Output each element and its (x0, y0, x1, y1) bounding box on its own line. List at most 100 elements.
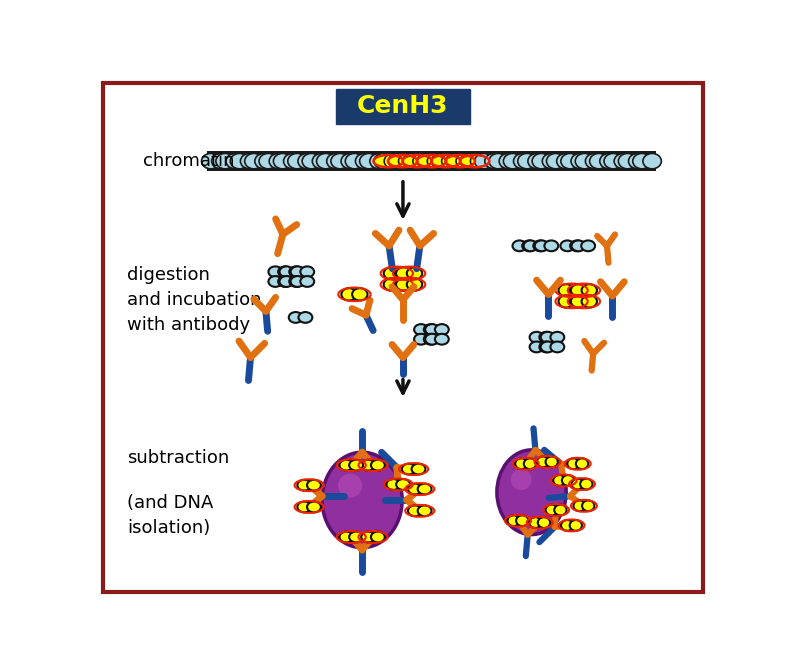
Ellipse shape (542, 153, 561, 169)
Ellipse shape (504, 153, 522, 169)
Ellipse shape (408, 505, 422, 516)
Ellipse shape (396, 278, 412, 290)
Ellipse shape (604, 153, 623, 169)
Ellipse shape (361, 532, 375, 543)
Ellipse shape (541, 332, 555, 343)
Ellipse shape (288, 153, 306, 169)
Ellipse shape (418, 505, 431, 516)
Ellipse shape (307, 502, 321, 512)
Ellipse shape (371, 532, 385, 543)
Ellipse shape (512, 240, 527, 252)
Ellipse shape (550, 332, 564, 343)
Text: (and DNA
isolation): (and DNA isolation) (127, 494, 213, 537)
Ellipse shape (554, 504, 567, 515)
Ellipse shape (226, 153, 245, 169)
Ellipse shape (499, 153, 518, 169)
Ellipse shape (245, 153, 263, 169)
Ellipse shape (530, 342, 544, 353)
Ellipse shape (384, 267, 399, 280)
Ellipse shape (508, 515, 520, 526)
Ellipse shape (370, 153, 388, 169)
Ellipse shape (297, 480, 311, 490)
Ellipse shape (424, 324, 438, 335)
Ellipse shape (537, 456, 549, 467)
Ellipse shape (342, 288, 357, 300)
Ellipse shape (407, 267, 422, 280)
Ellipse shape (371, 460, 385, 470)
Ellipse shape (545, 240, 558, 252)
Ellipse shape (339, 460, 353, 470)
Ellipse shape (569, 295, 585, 308)
Ellipse shape (297, 502, 311, 512)
Ellipse shape (327, 153, 345, 169)
Ellipse shape (418, 484, 431, 494)
Ellipse shape (515, 458, 527, 469)
Ellipse shape (567, 458, 579, 469)
Ellipse shape (278, 266, 292, 277)
Ellipse shape (361, 460, 375, 470)
Ellipse shape (516, 515, 528, 526)
Ellipse shape (489, 153, 508, 169)
Ellipse shape (279, 276, 294, 287)
Ellipse shape (374, 153, 393, 169)
Ellipse shape (302, 153, 320, 169)
Ellipse shape (570, 240, 584, 252)
Ellipse shape (352, 288, 368, 300)
Ellipse shape (541, 342, 555, 353)
Ellipse shape (586, 153, 604, 169)
Ellipse shape (629, 153, 647, 169)
Ellipse shape (589, 153, 608, 169)
Ellipse shape (360, 153, 378, 169)
Ellipse shape (532, 153, 551, 169)
Text: digestion
and incubation
with antibody: digestion and incubation with antibody (127, 266, 262, 334)
Ellipse shape (425, 334, 439, 345)
Ellipse shape (559, 295, 574, 308)
Ellipse shape (216, 153, 235, 169)
Ellipse shape (575, 153, 593, 169)
Ellipse shape (571, 153, 589, 169)
Ellipse shape (471, 153, 489, 169)
Ellipse shape (283, 153, 302, 169)
Ellipse shape (475, 153, 493, 169)
Ellipse shape (435, 324, 449, 335)
Ellipse shape (396, 267, 412, 280)
Ellipse shape (388, 153, 407, 169)
Ellipse shape (582, 284, 597, 296)
Ellipse shape (574, 500, 586, 511)
Ellipse shape (279, 266, 294, 277)
FancyBboxPatch shape (207, 151, 656, 171)
Ellipse shape (571, 479, 584, 490)
Ellipse shape (290, 266, 303, 277)
Ellipse shape (212, 153, 230, 169)
Ellipse shape (485, 153, 503, 169)
Ellipse shape (600, 153, 619, 169)
Ellipse shape (435, 334, 449, 345)
Ellipse shape (384, 153, 403, 169)
Ellipse shape (408, 484, 422, 494)
Ellipse shape (456, 153, 475, 169)
Ellipse shape (290, 276, 305, 287)
Ellipse shape (560, 240, 575, 252)
Ellipse shape (561, 153, 579, 169)
Ellipse shape (528, 153, 546, 169)
Ellipse shape (524, 458, 536, 469)
Ellipse shape (523, 240, 536, 252)
Ellipse shape (298, 153, 316, 169)
Ellipse shape (553, 475, 566, 486)
Ellipse shape (424, 334, 438, 345)
Ellipse shape (538, 517, 550, 528)
Ellipse shape (398, 153, 417, 169)
Ellipse shape (442, 153, 460, 169)
Ellipse shape (201, 153, 220, 169)
Ellipse shape (550, 342, 564, 353)
Ellipse shape (417, 153, 435, 169)
Ellipse shape (446, 153, 464, 169)
Ellipse shape (582, 295, 597, 308)
Ellipse shape (394, 267, 410, 280)
Ellipse shape (582, 240, 595, 252)
Ellipse shape (545, 504, 558, 515)
Text: chromatin: chromatin (142, 152, 235, 170)
Ellipse shape (356, 153, 374, 169)
Ellipse shape (268, 266, 283, 277)
Ellipse shape (556, 153, 575, 169)
